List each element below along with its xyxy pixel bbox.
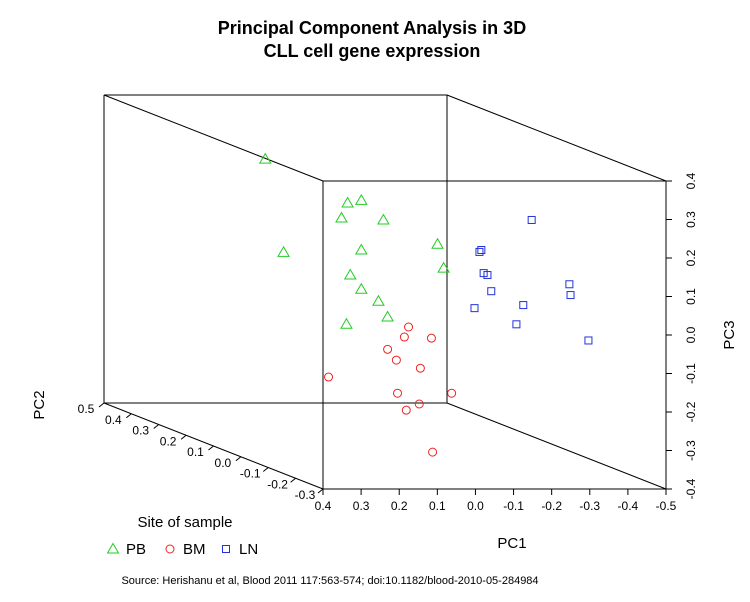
caption: Source: Herishanu et al, Blood 2011 117:… xyxy=(121,575,538,587)
legend-marker xyxy=(165,544,175,554)
y-tick-label: 0.4 xyxy=(684,172,698,189)
data-point xyxy=(519,301,528,310)
data-point xyxy=(383,344,393,354)
x-axis-label: PC1 xyxy=(497,535,526,552)
x-tick-label: 0.0 xyxy=(467,499,484,513)
z-tick xyxy=(153,424,160,429)
data-point xyxy=(377,213,390,225)
data-point xyxy=(431,237,444,249)
y-tick-label: 0.3 xyxy=(684,211,698,228)
data-point xyxy=(354,282,368,294)
data-point xyxy=(487,287,496,296)
data-point xyxy=(477,246,486,255)
z-tick xyxy=(235,456,242,462)
chart-title: Principal Component Analysis in 3D xyxy=(218,18,526,38)
z-tick xyxy=(262,467,269,472)
y-tick-label: 0.1 xyxy=(684,288,698,305)
data-point xyxy=(470,304,479,313)
data-point xyxy=(565,280,574,289)
data-point xyxy=(391,355,401,365)
y-tick-label: 0.0 xyxy=(684,326,698,343)
data-point xyxy=(566,291,575,300)
legend-title: Site of sample xyxy=(137,514,232,531)
y-tick-label: -0.3 xyxy=(684,440,698,461)
z-tick-label: 0.3 xyxy=(132,424,149,438)
data-point xyxy=(414,399,424,409)
y-tick-label: -0.1 xyxy=(684,363,698,384)
data-point xyxy=(354,243,368,255)
data-point xyxy=(343,268,357,280)
data-point xyxy=(372,294,385,306)
data-point xyxy=(324,372,334,382)
data-point xyxy=(447,388,457,398)
data-point xyxy=(401,405,411,415)
z-axis-label: PC2 xyxy=(31,390,48,419)
z-tick-label: 0.1 xyxy=(187,445,204,459)
box-edge xyxy=(446,402,667,490)
legend-label: PB xyxy=(126,541,146,558)
data-point xyxy=(527,215,536,224)
x-tick-label: -0.4 xyxy=(618,499,639,513)
data-point xyxy=(399,332,409,342)
x-tick-label: -0.2 xyxy=(541,499,562,513)
chart-subtitle: CLL cell gene expression xyxy=(264,41,481,61)
legend-marker xyxy=(106,542,120,554)
legend-label: LN xyxy=(239,541,258,558)
z-tick-label: -0.3 xyxy=(295,488,316,502)
legend-label: BM xyxy=(183,541,206,558)
x-tick-label: -0.3 xyxy=(579,499,600,513)
y-tick-label: -0.2 xyxy=(684,401,698,422)
x-tick-label: 0.3 xyxy=(353,499,370,513)
data-point xyxy=(258,152,272,164)
data-point xyxy=(381,310,394,322)
data-point xyxy=(335,211,348,223)
data-point xyxy=(354,193,368,205)
z-tick-label: -0.1 xyxy=(240,467,261,481)
x-tick-label: 0.4 xyxy=(315,499,332,513)
z-tick-label: 0.5 xyxy=(78,402,95,416)
z-tick xyxy=(180,434,187,440)
data-point xyxy=(475,247,484,256)
data-point xyxy=(404,322,414,332)
data-point xyxy=(393,388,403,398)
data-point xyxy=(428,447,438,457)
z-tick-label: 0.2 xyxy=(160,434,177,448)
y-tick-label: 0.2 xyxy=(684,249,698,266)
data-point xyxy=(483,271,492,280)
data-point xyxy=(415,363,425,373)
x-tick-label: -0.1 xyxy=(503,499,524,513)
z-tick xyxy=(290,477,296,483)
data-point xyxy=(341,196,354,208)
y-tick-label: -0.4 xyxy=(684,478,698,499)
data-point xyxy=(340,317,353,329)
z-tick-label: 0.4 xyxy=(105,413,122,427)
box-edge xyxy=(103,94,324,182)
x-tick-label: -0.5 xyxy=(656,499,677,513)
data-point xyxy=(584,336,593,345)
z-tick xyxy=(98,402,105,408)
z-tick xyxy=(126,413,132,419)
legend-marker xyxy=(222,545,230,553)
data-point xyxy=(437,261,450,273)
y-axis-label: PC3 xyxy=(721,320,738,349)
z-tick xyxy=(208,445,214,451)
z-tick-label: 0.0 xyxy=(215,456,232,470)
data-point xyxy=(426,333,436,343)
x-tick-label: 0.2 xyxy=(391,499,408,513)
z-tick xyxy=(317,488,324,494)
z-tick-label: -0.2 xyxy=(267,477,288,491)
box-edge xyxy=(446,94,667,182)
x-tick-label: 0.1 xyxy=(429,499,446,513)
data-point xyxy=(277,245,290,257)
data-point xyxy=(512,320,521,329)
